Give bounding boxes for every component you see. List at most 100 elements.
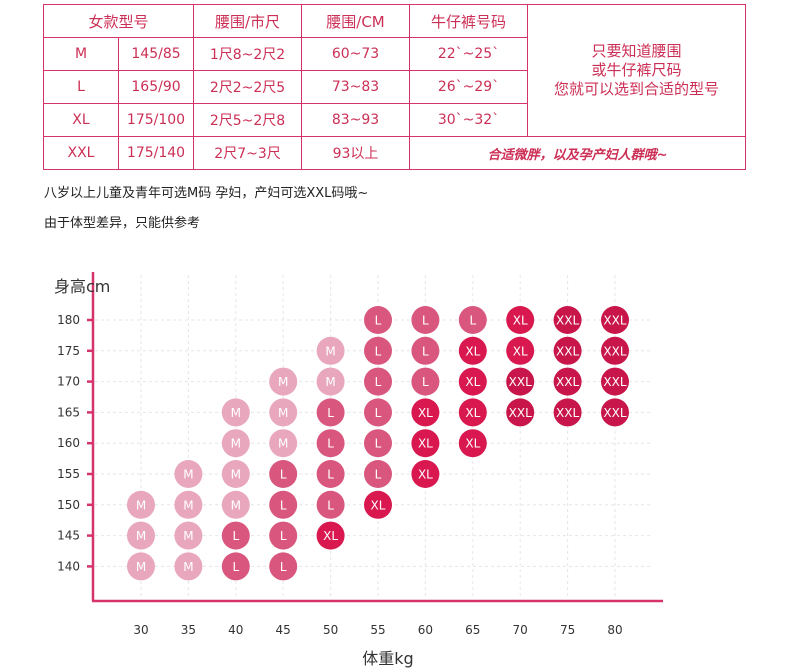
point-label: L bbox=[422, 344, 429, 358]
point-label: XXL bbox=[556, 314, 579, 328]
point-marker bbox=[269, 398, 298, 427]
size-point-m: M bbox=[174, 490, 203, 519]
y-tick-label: 180 bbox=[57, 313, 80, 327]
size-point-l: L bbox=[269, 460, 298, 488]
size-point-l: L bbox=[269, 490, 298, 519]
y-tick-label: 160 bbox=[57, 436, 80, 450]
point-label: M bbox=[136, 560, 146, 574]
size-chart: 140 145 150 155 160 165 170 175 180 30 35 40 45 50 55 6… bbox=[54, 272, 663, 668]
size-point-xl: XL bbox=[411, 460, 440, 488]
point-label: XL bbox=[513, 314, 528, 328]
point-marker bbox=[553, 398, 582, 427]
size-point-xl: XL bbox=[506, 306, 535, 334]
size-point-xl: XL bbox=[411, 398, 440, 427]
point-marker bbox=[411, 306, 440, 334]
size-point-l: L bbox=[411, 367, 440, 396]
point-marker bbox=[506, 398, 535, 427]
point-label: L bbox=[327, 406, 334, 420]
x-tick-label: 75 bbox=[560, 623, 575, 637]
size-point-m: M bbox=[127, 552, 155, 581]
point-label: L bbox=[280, 468, 287, 482]
point-label: M bbox=[278, 406, 288, 420]
point-marker bbox=[174, 490, 203, 519]
size-point-l: L bbox=[411, 306, 440, 334]
size-point-xl: XL bbox=[411, 429, 440, 458]
size-point-xl: XL bbox=[458, 398, 487, 427]
point-label: XXL bbox=[556, 375, 579, 389]
size-point-l: L bbox=[269, 552, 298, 581]
point-label: XXL bbox=[556, 406, 579, 420]
cell-size: M bbox=[43, 37, 119, 71]
cell-height-weight: 145/85 bbox=[117, 37, 195, 71]
note-age-pregnancy: 八岁以上儿童及青年可选M码 孕妇，产妇可选XXL码哦~ bbox=[44, 186, 369, 201]
point-marker bbox=[316, 521, 345, 550]
size-point-m: M bbox=[174, 460, 203, 488]
point-marker bbox=[553, 336, 582, 365]
header-waist-cm: 腰围/CM bbox=[301, 4, 411, 38]
point-marker bbox=[411, 367, 440, 396]
size-point-m: M bbox=[316, 367, 345, 396]
size-point-l: L bbox=[458, 306, 487, 334]
point-label: XXL bbox=[603, 344, 626, 358]
side-note-line: 或牛仔裤尺码 bbox=[591, 61, 682, 79]
note-disclaimer: 由于体型差异，只能供参考 bbox=[44, 216, 201, 231]
point-marker bbox=[506, 367, 535, 396]
point-label: L bbox=[469, 314, 476, 328]
size-point-m: M bbox=[221, 429, 250, 458]
size-point-l: L bbox=[364, 367, 392, 396]
header-waist-chi: 腰围/市尺 bbox=[193, 4, 303, 38]
point-label: L bbox=[232, 529, 239, 543]
size-point-l: L bbox=[221, 552, 250, 581]
point-label: XXL bbox=[603, 375, 626, 389]
x-tick-label: 65 bbox=[465, 623, 480, 637]
point-label: M bbox=[278, 437, 288, 451]
x-tick-label: 35 bbox=[181, 623, 196, 637]
point-marker bbox=[364, 460, 392, 488]
point-marker bbox=[316, 460, 345, 488]
point-label: L bbox=[375, 314, 382, 328]
point-label: L bbox=[422, 314, 429, 328]
point-marker bbox=[458, 367, 487, 396]
point-label: XL bbox=[465, 437, 480, 451]
point-marker bbox=[174, 521, 203, 550]
point-label: M bbox=[231, 498, 241, 512]
point-marker bbox=[269, 521, 298, 550]
size-point-xl: XL bbox=[458, 336, 487, 365]
point-label: XL bbox=[418, 437, 433, 451]
size-point-l: L bbox=[364, 460, 392, 488]
point-label: XXL bbox=[556, 344, 579, 358]
point-marker bbox=[601, 398, 629, 427]
chart-ticks: 140 145 150 155 160 165 170 175 180 30 35 40 45 50 55 6… bbox=[57, 313, 623, 637]
point-marker bbox=[269, 460, 298, 488]
size-point-m: M bbox=[127, 490, 155, 519]
size-point-xl: XL bbox=[506, 336, 535, 365]
table-row: L 165/90 2尺2~2尺5 73~83 26`~29` bbox=[43, 70, 746, 104]
cell-size: L bbox=[43, 70, 119, 104]
size-table: 女款型号 腰围/市尺 腰围/CM 牛仔裤号码 只要知道腰围 或牛仔裤尺码 您就可… bbox=[42, 4, 747, 170]
point-label: XL bbox=[323, 529, 338, 543]
size-point-xxl: XXL bbox=[506, 367, 535, 396]
size-point-m: M bbox=[221, 460, 250, 488]
point-label: M bbox=[183, 498, 193, 512]
point-marker bbox=[601, 336, 629, 365]
point-label: XL bbox=[418, 406, 433, 420]
size-point-xl: XL bbox=[458, 429, 487, 458]
point-marker bbox=[221, 429, 250, 458]
point-marker bbox=[601, 367, 629, 396]
table-row: M 145/85 1尺8~2尺2 60~73 22`~25` bbox=[43, 37, 746, 71]
size-point-l: L bbox=[364, 398, 392, 427]
x-tick-label: 50 bbox=[323, 623, 338, 637]
cell-waist-chi: 2尺5~2尺8 bbox=[193, 103, 303, 137]
point-label: XXL bbox=[603, 314, 626, 328]
size-point-m: M bbox=[221, 398, 250, 427]
point-label: L bbox=[375, 406, 382, 420]
point-marker bbox=[221, 490, 250, 519]
x-tick-label: 70 bbox=[513, 623, 528, 637]
point-marker bbox=[127, 490, 155, 519]
x-tick-label: 45 bbox=[276, 623, 291, 637]
x-tick-label: 60 bbox=[418, 623, 433, 637]
point-label: L bbox=[375, 344, 382, 358]
point-label: M bbox=[231, 437, 241, 451]
size-point-xl: XL bbox=[364, 490, 392, 519]
y-tick-label: 175 bbox=[57, 344, 80, 358]
